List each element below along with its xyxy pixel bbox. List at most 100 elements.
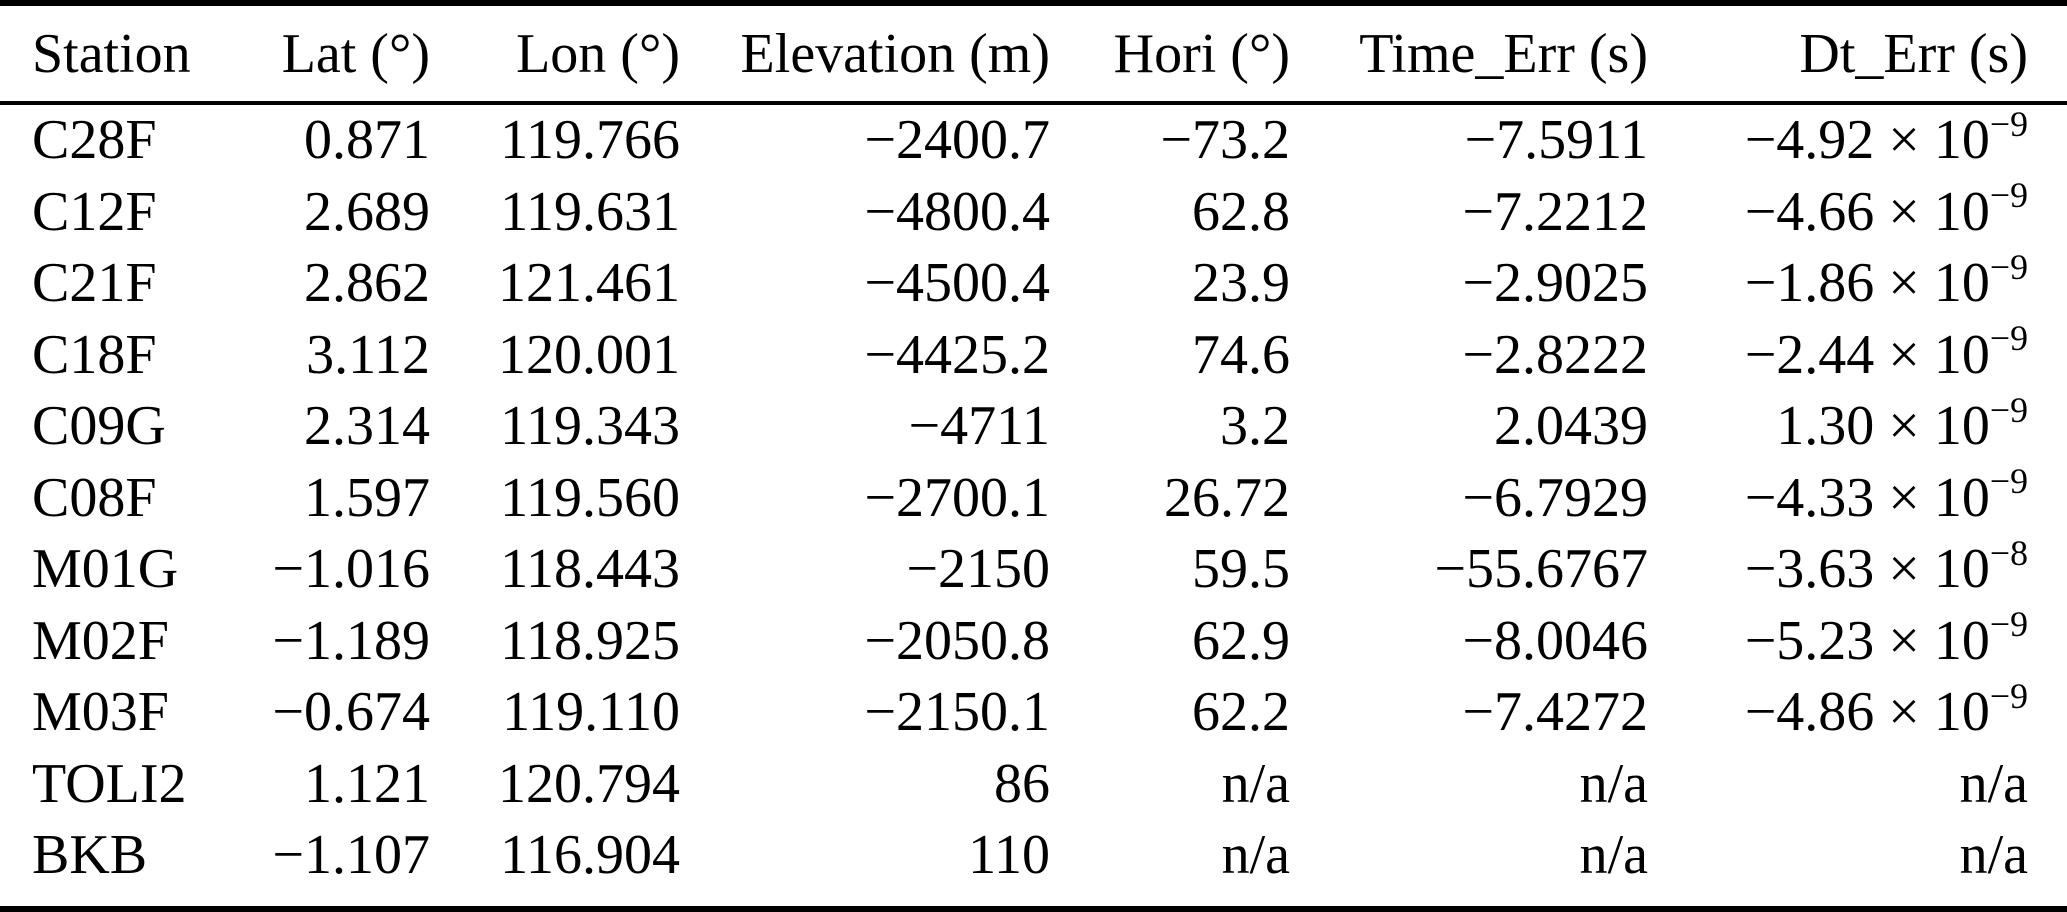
table-row: C08F 1.597 119.560 −2700.1 26.72 −6.7929 −4.33… <box>0 463 2067 535</box>
cell-elevation: −4500.4 <box>864 252 1050 314</box>
cell-elevation: −4711 <box>908 395 1050 457</box>
cell-lon: 118.925 <box>500 609 680 672</box>
dt-err-mantissa: −5.23 × 10 <box>1744 609 1990 672</box>
cell-lon: 119.560 <box>500 466 680 529</box>
cell-lat: −1.107 <box>272 824 430 886</box>
cell-elevation: −2050.8 <box>864 609 1050 672</box>
cell-elevation: −2400.7 <box>864 109 1050 171</box>
cell-hori: 23.9 <box>1192 252 1290 314</box>
dt-err-mantissa: −2.44 × 10 <box>1744 323 1990 386</box>
cell-hori: 74.6 <box>1192 323 1290 386</box>
cell-time-err: −8.0046 <box>1462 609 1648 672</box>
cell-dt-err: −2.44 × 10−9 <box>1744 318 2028 386</box>
cell-lat: 1.597 <box>304 466 430 529</box>
table-row: C12F 2.689 119.631 −4800.4 62.8 −7.2212 −4.66 … <box>0 177 2067 249</box>
cell-dt-err: 1.30 × 10−9 <box>1776 389 2028 457</box>
cell-time-err: n/a <box>1579 752 1648 815</box>
cell-station: C28F <box>32 109 157 171</box>
cell-station: C12F <box>32 180 157 243</box>
cell-elevation: 86 <box>994 752 1050 815</box>
dt-err-mantissa: −3.63 × 10 <box>1744 538 1990 600</box>
cell-time-err: −2.9025 <box>1462 252 1648 314</box>
cell-time-err: −2.8222 <box>1462 323 1648 386</box>
dt-err-mantissa: 1.30 × 10 <box>1776 395 1990 457</box>
table-row: C09G 2.314 119.343 −4711 3.2 2.0439 1.30 × 10−… <box>0 391 2067 463</box>
cell-dt-err: −4.92 × 10−9 <box>1744 103 2028 171</box>
cell-hori: n/a <box>1221 752 1290 815</box>
cell-dt-err: −5.23 × 10−9 <box>1744 604 2028 672</box>
cell-dt-err: −4.33 × 10−9 <box>1744 461 2028 529</box>
cell-time-err: −6.7929 <box>1462 466 1648 529</box>
cell-lon: 119.343 <box>500 395 680 457</box>
cell-time-err: −7.5911 <box>1464 109 1648 171</box>
cell-hori: 62.8 <box>1192 180 1290 243</box>
cell-lon: 119.110 <box>502 681 680 743</box>
cell-time-err: −55.6767 <box>1434 538 1648 600</box>
table-row: TOLI2 1.121 120.794 86 n/a n/a n/a <box>0 749 2067 821</box>
dt-err-mantissa: −4.86 × 10 <box>1744 681 1990 743</box>
cell-lon: 119.766 <box>500 109 680 171</box>
cell-dt-err: n/a <box>1648 820 2067 909</box>
dt-err-mantissa: −1.86 × 10 <box>1744 252 1990 314</box>
table-row: C18F 3.112 120.001 −4425.2 74.6 −2.8222 −2.44 … <box>0 320 2067 392</box>
column-header-lat: Lat (°) <box>230 3 430 105</box>
cell-elevation: 110 <box>968 824 1050 886</box>
cell-station: M03F <box>32 681 169 743</box>
column-header-station: Station <box>0 3 230 105</box>
cell-hori: 62.9 <box>1192 609 1290 672</box>
column-header-hori: Hori (°) <box>1050 3 1290 105</box>
cell-hori: 3.2 <box>1220 395 1290 457</box>
dt-err-mantissa: n/a <box>1959 752 2028 815</box>
dt-err-mantissa: −4.92 × 10 <box>1744 109 1990 171</box>
cell-dt-err: −1.86 × 10−9 <box>1744 246 2028 314</box>
dt-err-mantissa: −4.66 × 10 <box>1744 180 1990 243</box>
dt-err-mantissa: n/a <box>1959 824 2028 886</box>
cell-time-err: −7.4272 <box>1462 681 1648 743</box>
cell-station: C21F <box>32 252 157 314</box>
cell-lat: 2.862 <box>304 252 430 314</box>
column-header-time-err: Time_Err (s) <box>1290 3 1648 105</box>
cell-lon: 121.461 <box>498 252 680 314</box>
cell-lat: −1.189 <box>272 609 430 672</box>
dt-err-mantissa: −4.33 × 10 <box>1744 466 1990 529</box>
table-header: Station Lat (°) Lon (°) Elevation (m) Ho… <box>0 3 2067 105</box>
cell-station: BKB <box>32 824 148 886</box>
cell-lon: 120.794 <box>498 752 680 815</box>
cell-time-err: n/a <box>1579 824 1648 886</box>
cell-lat: −1.016 <box>272 538 430 600</box>
cell-lat: −0.674 <box>272 681 430 743</box>
table-row: C21F 2.862 121.461 −4500.4 23.9 −2.9025 −1.86 … <box>0 248 2067 320</box>
cell-lat: 0.871 <box>304 109 430 171</box>
column-header-elevation: Elevation (m) <box>680 3 1050 105</box>
table-row: C28F 0.871 119.766 −2400.7 −73.2 −7.5911 −4.92… <box>0 103 2067 177</box>
cell-hori: 59.5 <box>1192 538 1290 600</box>
cell-station: M02F <box>32 609 169 672</box>
cell-dt-err: −4.66 × 10−9 <box>1744 175 2028 243</box>
table-row: BKB −1.107 116.904 110 n/a n/a n/a <box>0 820 2067 909</box>
cell-dt-err: −3.63 × 10−8 <box>1744 532 2028 600</box>
table-body: C28F 0.871 119.766 −2400.7 −73.2 −7.5911 −4.92… <box>0 103 2067 909</box>
cell-dt-err: −4.86 × 10−9 <box>1744 675 2028 743</box>
cell-hori: n/a <box>1221 824 1290 886</box>
cell-lat: 1.121 <box>304 752 430 815</box>
column-header-lon: Lon (°) <box>430 3 680 105</box>
column-header-dt-err: Dt_Err (s) <box>1648 3 2067 105</box>
cell-elevation: −2150.1 <box>864 681 1050 743</box>
cell-lon: 118.443 <box>500 538 680 600</box>
header-row: Station Lat (°) Lon (°) Elevation (m) Ho… <box>0 3 2067 105</box>
cell-lat: 2.689 <box>304 180 430 243</box>
cell-hori: −73.2 <box>1160 109 1290 171</box>
cell-station: TOLI2 <box>32 752 187 815</box>
cell-station: C18F <box>32 323 157 386</box>
cell-station: M01G <box>32 538 179 600</box>
cell-elevation: −4800.4 <box>864 180 1050 243</box>
cell-lon: 120.001 <box>498 323 680 386</box>
cell-hori: 62.2 <box>1192 681 1290 743</box>
cell-time-err: 2.0439 <box>1494 395 1648 457</box>
cell-station: C09G <box>32 395 166 457</box>
cell-time-err: −7.2212 <box>1462 180 1648 243</box>
table-row: M01G −1.016 118.443 −2150 59.5 −55.6767 −3.63 … <box>0 534 2067 606</box>
cell-lat: 2.314 <box>304 395 430 457</box>
